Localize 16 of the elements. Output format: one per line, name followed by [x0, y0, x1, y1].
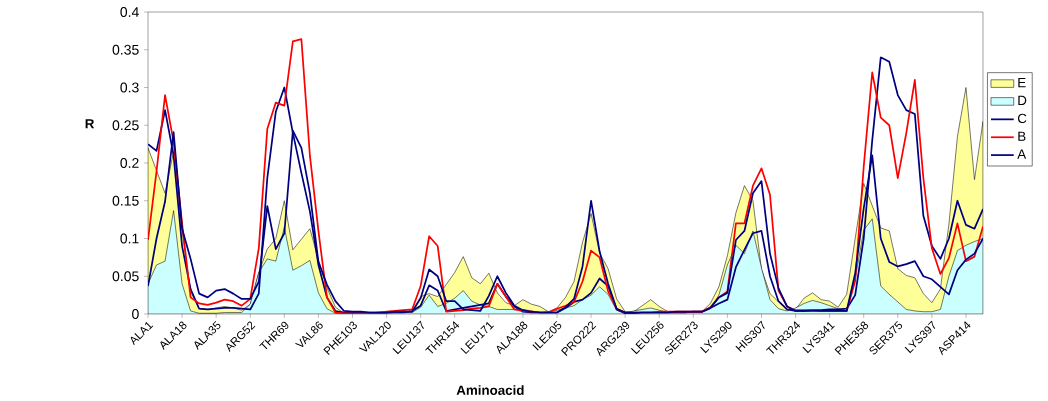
y-tick-label: 0.15: [112, 195, 139, 206]
legend-label: B: [1018, 131, 1026, 141]
y-tick-label: 0.05: [112, 271, 139, 282]
legend-label: E: [1018, 78, 1026, 88]
y-tick-label: 0.25: [112, 120, 139, 131]
y-tick-label: 0.35: [112, 44, 139, 55]
y-tick-label: 0.4: [120, 7, 139, 17]
y-tick-label: 0: [132, 309, 139, 319]
y-axis-title: R: [85, 119, 95, 129]
y-tick-label: 0.3: [120, 82, 139, 93]
y-tick-label: 0.1: [120, 233, 139, 244]
legend-label: A: [1017, 149, 1027, 159]
legend-label: D: [1018, 95, 1027, 106]
x-axis-title: Aminoacid: [456, 385, 524, 395]
y-tick-label: 0.2: [120, 158, 139, 168]
legend-label: C: [1017, 113, 1027, 124]
